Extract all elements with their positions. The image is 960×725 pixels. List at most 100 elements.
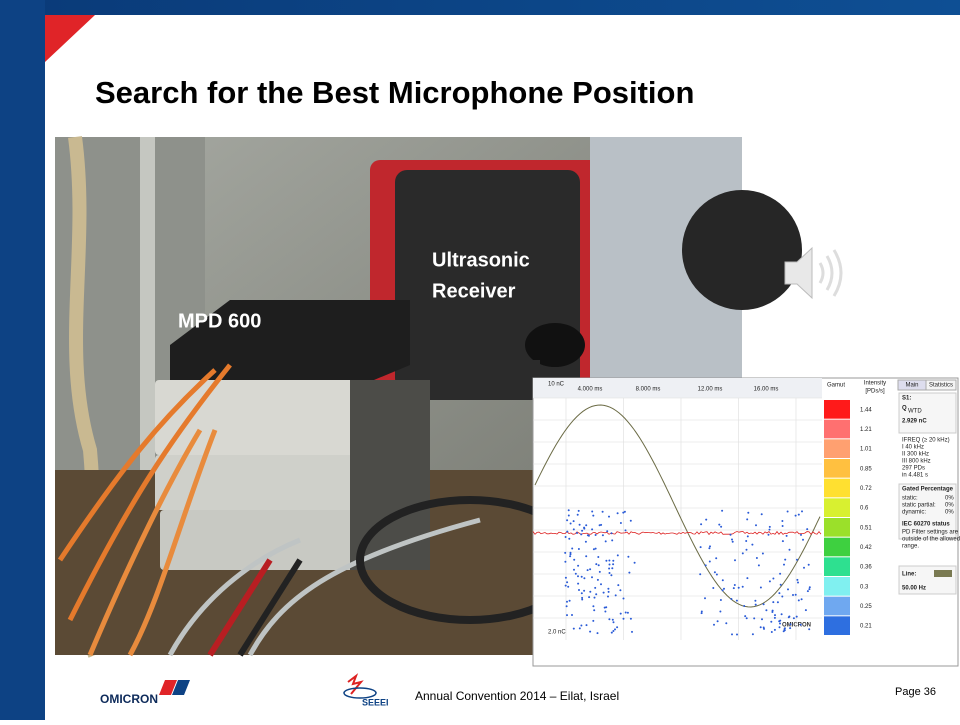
pd-dot bbox=[612, 559, 615, 562]
pd-dot bbox=[770, 631, 773, 633]
pd-dot bbox=[594, 586, 597, 589]
tab[interactable] bbox=[925, 379, 957, 391]
pd-dot bbox=[622, 511, 625, 514]
pd-dot bbox=[797, 599, 800, 602]
pd-dot bbox=[787, 588, 789, 591]
pd-dot bbox=[594, 547, 597, 550]
pd-dot bbox=[761, 552, 764, 555]
pd-dot bbox=[593, 596, 596, 599]
pd-dot bbox=[608, 618, 611, 621]
pd-dot bbox=[792, 594, 794, 596]
pd-dot bbox=[768, 525, 771, 528]
pd-dot bbox=[709, 545, 711, 548]
gamut-label: 0.51 bbox=[860, 525, 872, 531]
pd-dot bbox=[737, 586, 740, 589]
pd-dot bbox=[580, 624, 583, 627]
pd-dot bbox=[774, 614, 776, 617]
iec-warning: PD Filter settings are bbox=[902, 530, 959, 536]
pd-dot bbox=[564, 536, 567, 538]
pd-dot bbox=[576, 513, 579, 516]
pd-dot bbox=[808, 628, 811, 631]
pd-dot bbox=[616, 554, 619, 557]
pd-dot bbox=[631, 630, 633, 633]
intensity-title: [PDs/s] bbox=[865, 389, 885, 395]
tab-label[interactable]: Main bbox=[905, 383, 918, 389]
gamut-label: 0.72 bbox=[860, 486, 872, 492]
pd-dot bbox=[788, 548, 791, 551]
receiver-label: Ultrasonic bbox=[432, 249, 530, 271]
pd-dot bbox=[794, 593, 797, 596]
tab-label[interactable]: Statistics bbox=[929, 383, 953, 389]
iec-title: IEC 60270 status bbox=[902, 522, 950, 528]
line-label: Line: bbox=[902, 572, 916, 578]
pd-dot bbox=[576, 532, 578, 534]
gamut-label: 0.25 bbox=[860, 604, 872, 610]
pd-dot bbox=[608, 572, 611, 574]
pd-dot bbox=[808, 588, 811, 591]
pd-dot bbox=[607, 587, 610, 590]
gamut-swatch bbox=[824, 459, 850, 478]
pd-dot bbox=[704, 564, 707, 567]
time-tick: 12.00 ms bbox=[698, 387, 723, 393]
pd-dot bbox=[754, 599, 757, 602]
pd-dot bbox=[778, 626, 781, 629]
pd-dot bbox=[770, 620, 773, 623]
pd-dot bbox=[771, 611, 774, 613]
pd-dot bbox=[730, 598, 733, 600]
pd-dot bbox=[741, 552, 744, 555]
pd-dot bbox=[781, 520, 784, 522]
pd-dot bbox=[719, 599, 722, 601]
pd-dot bbox=[566, 600, 568, 603]
watermark: OMICRON bbox=[782, 623, 811, 629]
pd-dot bbox=[584, 540, 587, 543]
pd-dot bbox=[607, 590, 610, 593]
pd-dot bbox=[768, 580, 771, 583]
pd-dot bbox=[595, 563, 598, 566]
pd-dot bbox=[574, 572, 577, 575]
omicron-logo: OMICRON bbox=[100, 680, 190, 706]
pd-dot bbox=[723, 587, 725, 590]
pd-dot bbox=[577, 575, 579, 578]
pd-dot bbox=[564, 584, 567, 587]
audio-icon[interactable] bbox=[784, 246, 843, 300]
pd-dot bbox=[772, 601, 775, 604]
freq-line: in 4.481 s bbox=[902, 473, 928, 479]
pd-dot bbox=[708, 560, 711, 563]
pd-dot bbox=[734, 559, 736, 562]
pd-dot bbox=[731, 540, 734, 543]
pd-dot bbox=[753, 617, 756, 620]
inset-screenshot: 10 nC 4.000 ms 8.000 ms 12.00 ms 16.00 m… bbox=[532, 377, 960, 667]
pd-dot bbox=[578, 589, 580, 591]
pd-dot bbox=[622, 597, 625, 600]
pd-dot bbox=[611, 567, 614, 570]
pd-dot bbox=[761, 618, 763, 621]
pd-dot bbox=[746, 535, 749, 538]
pd-dot bbox=[567, 585, 570, 588]
pd-dot bbox=[780, 613, 783, 616]
pd-dot bbox=[720, 525, 723, 528]
pd-dot bbox=[589, 568, 592, 571]
pd-dot bbox=[571, 614, 573, 616]
pd-dot bbox=[566, 581, 569, 584]
pd-dot bbox=[765, 609, 768, 612]
pd-dot bbox=[803, 566, 805, 569]
pd-dot bbox=[807, 563, 810, 566]
pd-dot bbox=[713, 571, 716, 574]
pd-dot bbox=[712, 587, 715, 589]
pd-dot bbox=[732, 587, 735, 590]
pd-dot bbox=[612, 621, 615, 624]
photo bbox=[55, 136, 802, 658]
pd-dot bbox=[577, 582, 580, 585]
pd-dot bbox=[610, 574, 613, 577]
device-label: MPD 600 bbox=[178, 310, 261, 332]
time-tick: 8.000 ms bbox=[636, 387, 661, 393]
pd-dot bbox=[600, 523, 603, 526]
pd-dot bbox=[569, 553, 572, 556]
pd-dot bbox=[779, 583, 782, 586]
pd-dot bbox=[745, 617, 748, 620]
pd-dot bbox=[627, 555, 630, 558]
receiver-label: Receiver bbox=[432, 280, 516, 302]
pd-dot bbox=[751, 633, 754, 636]
gated-name: dynamic: bbox=[902, 510, 926, 516]
pd-dot bbox=[572, 520, 575, 523]
